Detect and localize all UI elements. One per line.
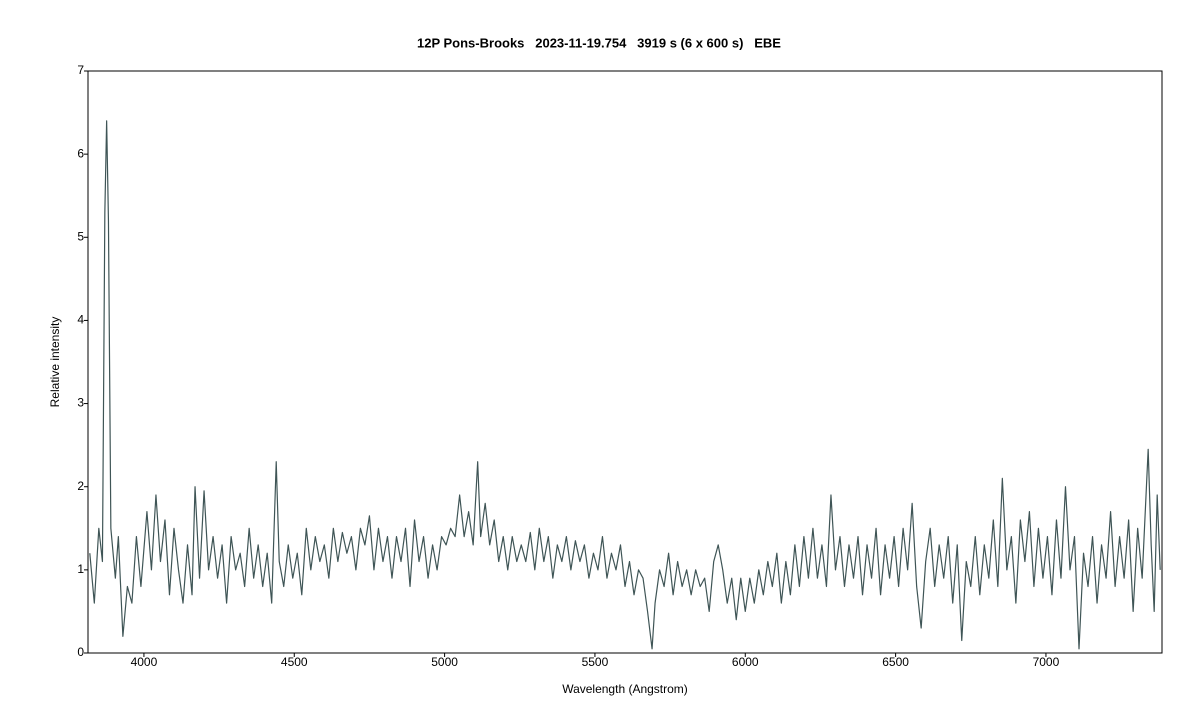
x-tick-label: 6000 bbox=[732, 655, 759, 669]
x-tick-label: 4000 bbox=[131, 655, 158, 669]
y-axis-label: Relative intensity bbox=[48, 317, 62, 408]
x-tick-label: 5000 bbox=[431, 655, 458, 669]
y-tick-label: 7 bbox=[77, 63, 84, 77]
y-tick-label: 2 bbox=[77, 479, 84, 493]
x-tick-label: 4500 bbox=[281, 655, 308, 669]
y-tick-label: 4 bbox=[77, 313, 84, 327]
x-tick-label: 5500 bbox=[582, 655, 609, 669]
y-tick-label: 1 bbox=[77, 562, 84, 576]
x-axis-label: Wavelength (Angstrom) bbox=[562, 682, 688, 696]
x-tick-label: 7000 bbox=[1033, 655, 1060, 669]
y-tick-label: 0 bbox=[77, 645, 84, 659]
plot-frame bbox=[87, 70, 1163, 654]
x-tick-label: 6500 bbox=[882, 655, 909, 669]
chart-title: 12P Pons-Brooks 2023-11-19.754 3919 s (6… bbox=[417, 35, 781, 50]
y-tick-label: 6 bbox=[77, 146, 84, 160]
spectrum-line bbox=[89, 120, 1161, 650]
y-tick-label: 5 bbox=[77, 229, 84, 243]
y-tick-label: 3 bbox=[77, 396, 84, 410]
